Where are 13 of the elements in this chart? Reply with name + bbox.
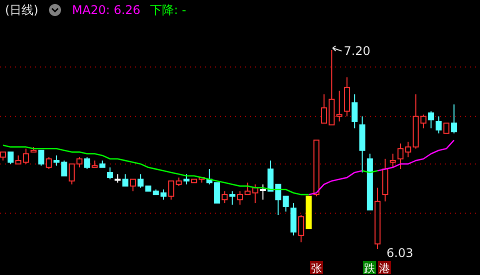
text: 张 bbox=[311, 262, 322, 275]
text: 港 bbox=[379, 262, 390, 275]
candlestick bbox=[374, 187, 381, 250]
text: 下降: - bbox=[150, 3, 186, 17]
candlestick bbox=[382, 158, 388, 202]
candlestick bbox=[336, 90, 342, 122]
chart-title: (日线) bbox=[5, 3, 38, 17]
text: 跌 bbox=[364, 262, 375, 275]
candlestick bbox=[344, 76, 350, 117]
annotation: 6.03 bbox=[386, 246, 414, 260]
text: MA20: 6.26 bbox=[72, 3, 140, 17]
candlestick bbox=[359, 116, 366, 173]
annotation: 7.20 bbox=[344, 44, 370, 58]
